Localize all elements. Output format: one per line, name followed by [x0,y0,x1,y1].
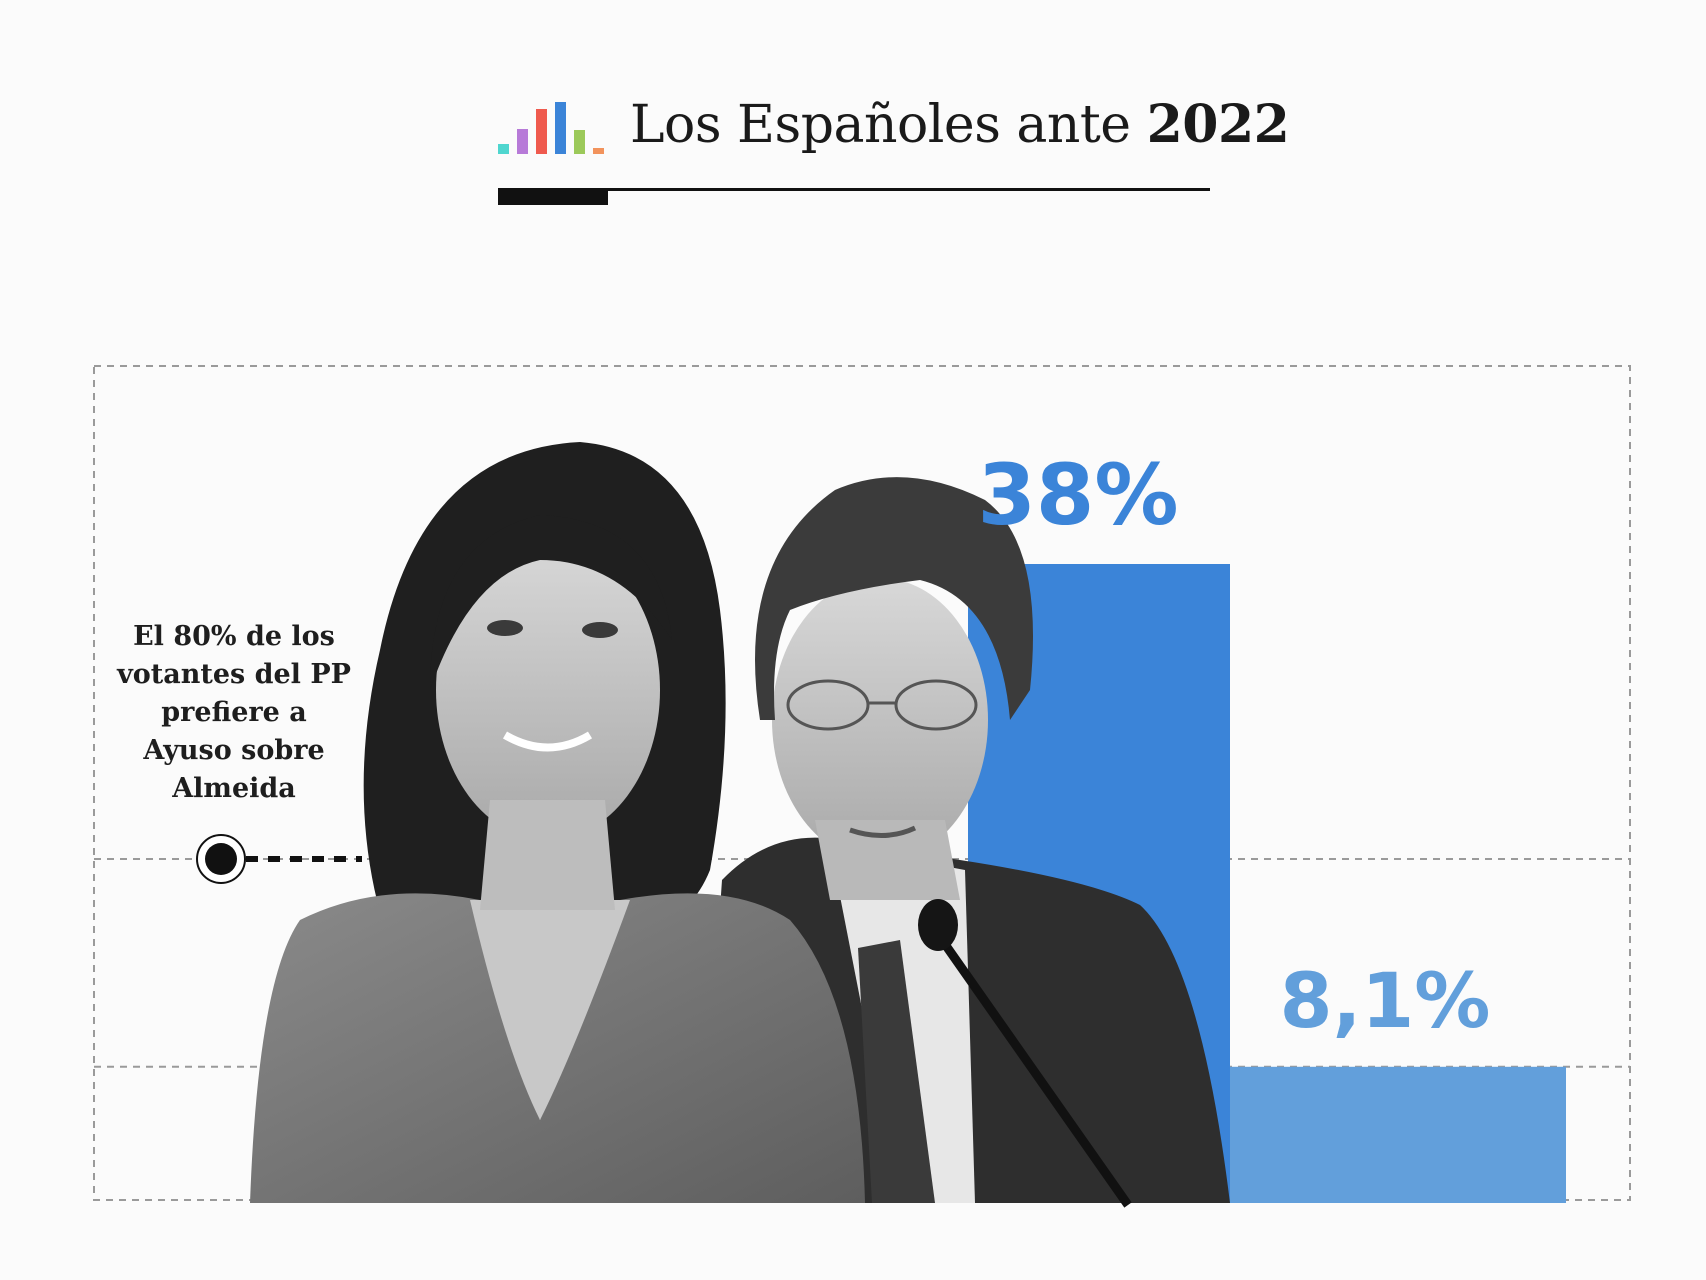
woman-dress [250,893,865,1203]
woman-neck [480,800,615,910]
man-glasses [786,679,978,731]
woman-bangs [430,515,672,690]
woman-smile [502,731,593,752]
logo-bar-1 [498,144,509,154]
woman-eye-left [487,620,523,636]
logo-bar-3 [536,109,547,154]
man-neck [815,820,960,900]
annotation-line-2: votantes del PP [117,659,351,690]
annotation-line-1: El 80% de los [133,621,335,652]
title-underline [498,188,1210,191]
title-year: 2022 [1146,94,1290,155]
annotation-marker [196,834,362,884]
man-face [772,578,988,862]
woman-face [436,540,660,840]
annotation-line-3: prefiere a [161,697,307,728]
annotation-dot [205,843,237,875]
title-prefix: Los Españoles ante [630,95,1147,155]
bar-chart-logo-icon [498,102,604,154]
logo-bar-4 [555,102,566,154]
woman-eye-right [582,622,618,638]
header: Los Españoles ante 2022 [498,94,1290,208]
man-tie [858,940,935,1203]
bar-8-1-percent [1230,1066,1566,1203]
annotation-line-5: Almeida [172,773,296,804]
man-hair [755,477,1033,720]
logo-bar-5 [574,130,585,154]
politicians-photo [250,442,1230,1208]
man-mouth [849,825,917,839]
logo-bar-6 [593,148,604,154]
page-title: Los Españoles ante 2022 [630,94,1290,155]
woman-neckline [470,900,630,1120]
logo-bar-2 [517,129,528,154]
annotation-line-4: Ayuso sobre [143,735,325,766]
bar-label-38-percent: 38% [977,446,1178,544]
annotation-text: El 80% de los votantes del PP prefiere a… [108,618,360,808]
bar-label-8-1-percent: 8,1% [1280,956,1491,1045]
title-underline-accent [498,188,608,205]
microphone-head [918,899,958,951]
microphone-stand [931,927,1132,1208]
